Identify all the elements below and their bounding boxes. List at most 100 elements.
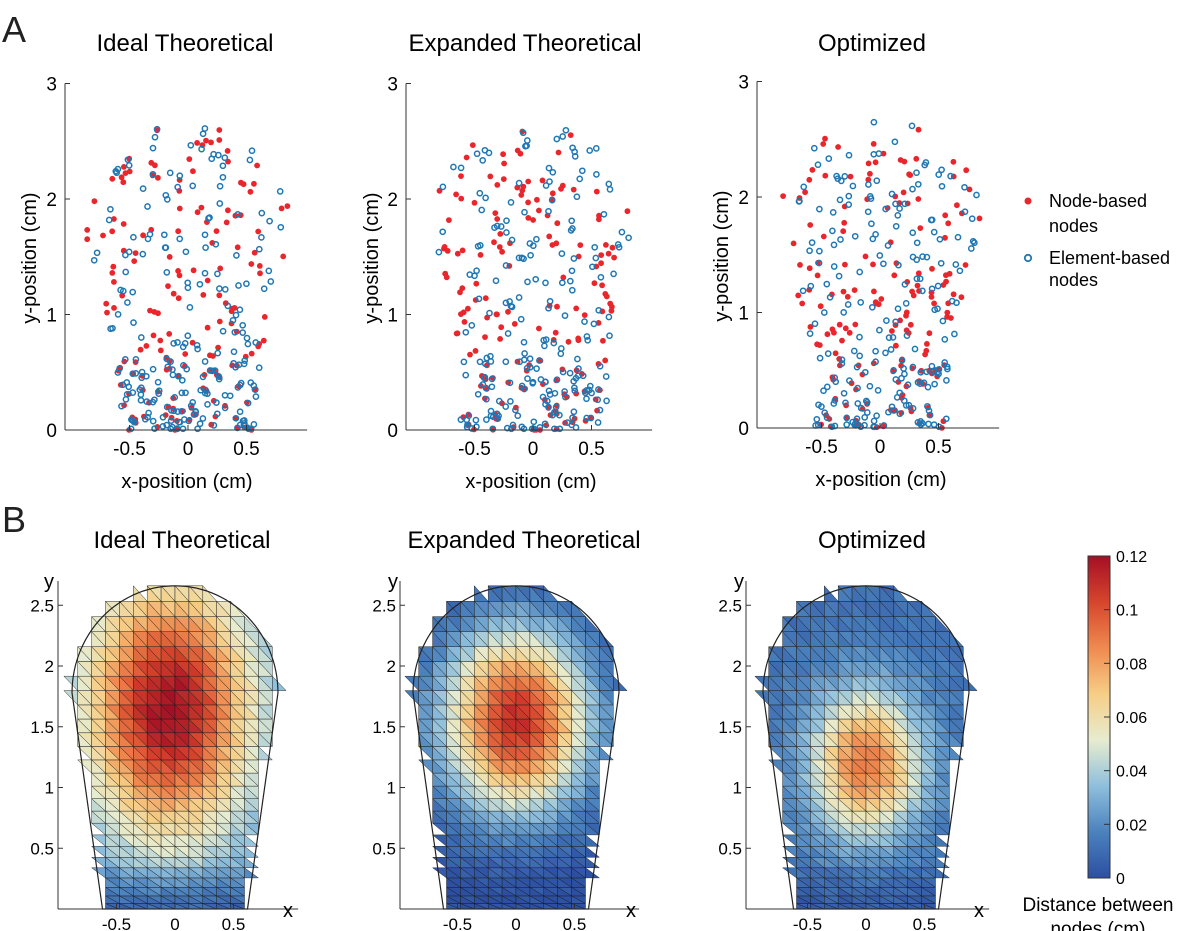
node-based-point <box>814 272 821 279</box>
element-based-point <box>562 126 570 134</box>
x-tick-label: 0 <box>861 915 870 931</box>
node-based-point <box>162 412 169 418</box>
element-based-point <box>149 144 157 152</box>
node-based-point <box>950 158 957 165</box>
element-based-point <box>124 299 131 306</box>
element-based-point <box>890 367 897 374</box>
element-based-point <box>230 348 238 356</box>
node-based-point <box>458 173 464 180</box>
element-based-point <box>174 372 182 380</box>
element-based-point <box>850 347 858 355</box>
element-based-point <box>215 372 222 380</box>
element-based-point <box>519 129 527 137</box>
mesh-element <box>90 857 106 869</box>
node-based-point <box>799 300 806 307</box>
node-based-point <box>928 294 935 300</box>
element-based-point <box>823 383 831 391</box>
element-based-point <box>904 381 912 389</box>
node-based-point <box>194 209 201 216</box>
element-based-point <box>559 368 567 376</box>
element-based-point <box>939 317 947 325</box>
node-based-point <box>847 173 854 180</box>
element-based-point <box>973 191 980 199</box>
element-based-point <box>875 150 883 157</box>
mesh-element <box>781 857 797 869</box>
node-based-point <box>820 233 827 240</box>
element-based-point <box>913 275 921 283</box>
legend-label-node-based-2: nodes <box>1049 216 1098 236</box>
element-based-point <box>835 272 843 280</box>
element-based-point <box>517 315 525 323</box>
node-based-point <box>109 175 116 182</box>
scatter-points <box>84 125 291 433</box>
node-based-point <box>126 168 133 175</box>
node-based-point <box>140 232 147 239</box>
element-based-point <box>145 409 152 417</box>
node-based-point <box>958 294 965 301</box>
node-based-point <box>471 199 478 206</box>
panel-letter-b: B <box>2 499 26 540</box>
element-based-point <box>808 239 816 246</box>
y-tick-label: 2.5 <box>30 596 54 615</box>
element-based-point <box>235 282 242 289</box>
y-tick-label: 1 <box>387 306 398 327</box>
element-based-point <box>901 281 909 288</box>
colorbar-ticks: 0.12 0.1 0.08 0.06 0.04 0.02 0 <box>1104 549 1147 888</box>
element-based-point <box>921 161 929 169</box>
element-based-point <box>533 365 540 372</box>
element-based-point <box>186 304 194 311</box>
element-based-point <box>210 422 218 429</box>
element-based-point <box>258 209 266 217</box>
element-based-point <box>615 243 623 251</box>
element-based-point <box>968 215 976 223</box>
node-based-point <box>278 205 285 212</box>
y-axis-label: y <box>44 571 54 593</box>
node-based-point <box>926 330 933 337</box>
element-based-point <box>594 419 602 426</box>
node-based-point <box>500 176 507 183</box>
node-based-point <box>944 309 951 316</box>
element-based-point <box>596 406 604 414</box>
element-based-point <box>488 383 496 391</box>
element-based-point <box>251 386 259 393</box>
element-based-point <box>221 391 229 399</box>
plot-title: Optimized <box>818 30 926 57</box>
mesh-element <box>935 834 951 847</box>
node-based-point <box>240 181 247 188</box>
element-based-point <box>842 399 849 407</box>
element-based-point <box>532 275 540 283</box>
node-based-point <box>909 288 915 295</box>
element-based-point <box>831 374 839 382</box>
node-based-point <box>182 351 189 357</box>
node-based-point <box>497 336 503 342</box>
mesh-element <box>272 675 287 691</box>
element-based-point <box>277 223 285 231</box>
node-based-point <box>204 324 211 331</box>
scatter-points <box>780 118 983 431</box>
node-based-point <box>498 324 505 331</box>
node-based-point <box>280 253 287 260</box>
element-based-point <box>556 411 563 419</box>
node-based-point <box>976 215 983 222</box>
element-based-point <box>578 167 586 175</box>
element-based-point <box>597 273 605 281</box>
node-based-point <box>624 208 631 215</box>
element-based-point <box>526 363 534 371</box>
element-based-point <box>244 340 252 348</box>
node-based-point <box>446 217 452 224</box>
panel-letter-a: A <box>2 9 26 50</box>
mesh-triangles <box>63 585 287 910</box>
node-based-point <box>530 217 536 223</box>
node-based-point <box>954 202 960 209</box>
element-based-point <box>105 216 113 224</box>
node-based-point <box>463 154 470 161</box>
y-tick-label: 2.5 <box>718 596 742 615</box>
element-based-point <box>864 208 872 216</box>
colorbar-tick-label: 0 <box>1116 871 1125 888</box>
element-based-point <box>930 368 937 376</box>
element-based-point <box>820 309 828 316</box>
element-based-point <box>201 269 209 277</box>
element-based-point <box>170 340 178 347</box>
node-based-point <box>600 337 606 344</box>
axes: 0 1 2 3 -0.5 0 0.5 <box>738 73 1000 458</box>
